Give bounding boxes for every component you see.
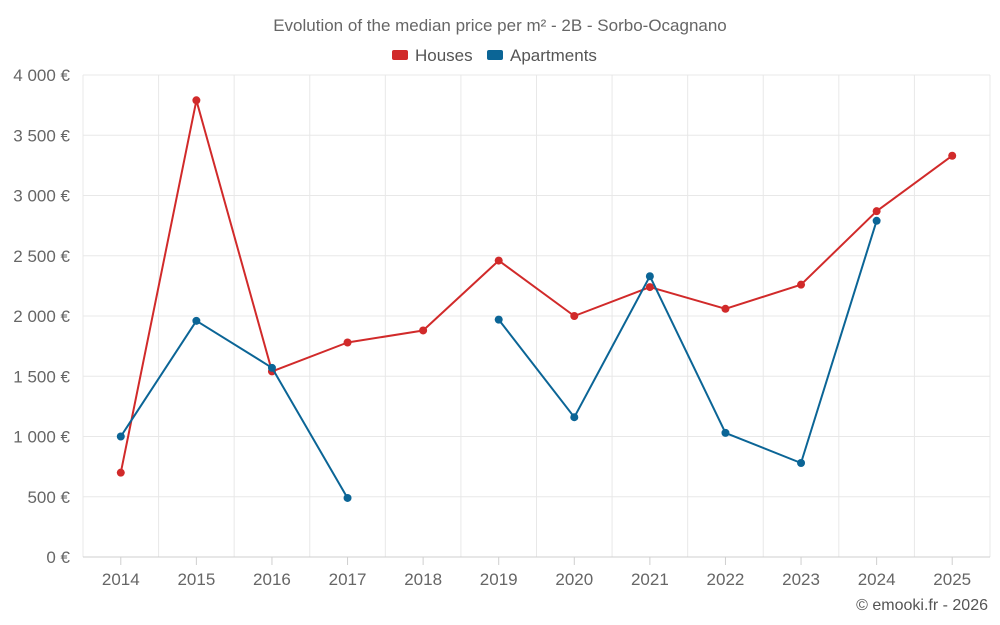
x-tick-label: 2022 — [707, 570, 745, 589]
grid — [82, 74, 991, 557]
y-tick-label: 3 500 € — [13, 126, 70, 145]
x-tick-label: 2024 — [858, 570, 896, 589]
data-point-apartments[interactable] — [797, 459, 806, 468]
series-line-apartments — [119, 319, 349, 499]
data-point-apartments[interactable] — [267, 363, 276, 372]
x-tick-label: 2018 — [404, 570, 442, 589]
x-tick-label: 2015 — [177, 570, 215, 589]
legend-swatch-apartments — [487, 50, 503, 60]
data-point-apartments[interactable] — [116, 432, 125, 441]
chart-title: Evolution of the median price per m² - 2… — [273, 16, 727, 35]
data-point-houses[interactable] — [570, 312, 579, 320]
data-point-houses[interactable] — [343, 338, 352, 347]
y-tick-label: 1 500 € — [13, 367, 70, 386]
y-tick-label: 1 000 € — [13, 428, 70, 447]
y-tick-label: 500 € — [27, 488, 70, 507]
series-line-houses — [119, 99, 953, 473]
series-houses — [116, 96, 957, 477]
data-point-apartments[interactable] — [721, 428, 730, 437]
data-point-apartments[interactable] — [872, 216, 881, 225]
y-tick-label: 4 000 € — [13, 66, 70, 85]
legend-swatch-houses — [392, 50, 408, 60]
x-tick-label: 2017 — [329, 570, 367, 589]
data-point-houses[interactable] — [872, 207, 881, 216]
x-tick-label: 2016 — [253, 570, 291, 589]
x-tick-label: 2021 — [631, 570, 669, 589]
series-apartments — [116, 216, 881, 502]
data-point-houses[interactable] — [116, 468, 125, 477]
y-tick-label: 3 000 € — [13, 187, 70, 206]
y-tick-label: 0 € — [46, 548, 70, 567]
legend-label-apartments: Apartments — [510, 46, 597, 65]
data-point-apartments[interactable] — [192, 316, 201, 325]
y-tick-label: 2 500 € — [13, 247, 70, 266]
data-point-apartments[interactable] — [343, 493, 352, 502]
credit-text: © emooki.fr - 2026 — [856, 597, 988, 614]
x-tick-label: 2023 — [782, 570, 820, 589]
series-layer — [116, 96, 957, 502]
data-point-houses[interactable] — [721, 304, 730, 313]
data-point-apartments[interactable] — [570, 413, 579, 422]
data-point-apartments[interactable] — [645, 272, 654, 281]
legend-item-apartments[interactable]: Apartments — [487, 46, 597, 65]
data-point-houses[interactable] — [494, 256, 503, 265]
legend: Houses Apartments — [392, 46, 597, 65]
x-tick-label: 2025 — [933, 570, 971, 589]
data-point-houses[interactable] — [797, 280, 806, 289]
data-point-houses[interactable] — [645, 283, 654, 292]
data-point-apartments[interactable] — [494, 315, 503, 324]
axes: 0 € 500 € 1 000 € 1 500 € 2 000 € 2 500 € 3 00… — [13, 66, 990, 589]
y-tick-label: 2 000 € — [13, 307, 70, 326]
data-point-houses[interactable] — [419, 326, 428, 335]
legend-label-houses: Houses — [415, 46, 473, 65]
data-point-houses[interactable] — [192, 96, 201, 105]
x-tick-label: 2019 — [480, 570, 518, 589]
series-line-apartments — [497, 220, 878, 464]
data-point-houses[interactable] — [948, 151, 957, 160]
legend-item-houses[interactable]: Houses — [392, 46, 473, 65]
x-tick-label: 2020 — [555, 570, 593, 589]
x-tick-label: 2014 — [102, 570, 140, 589]
